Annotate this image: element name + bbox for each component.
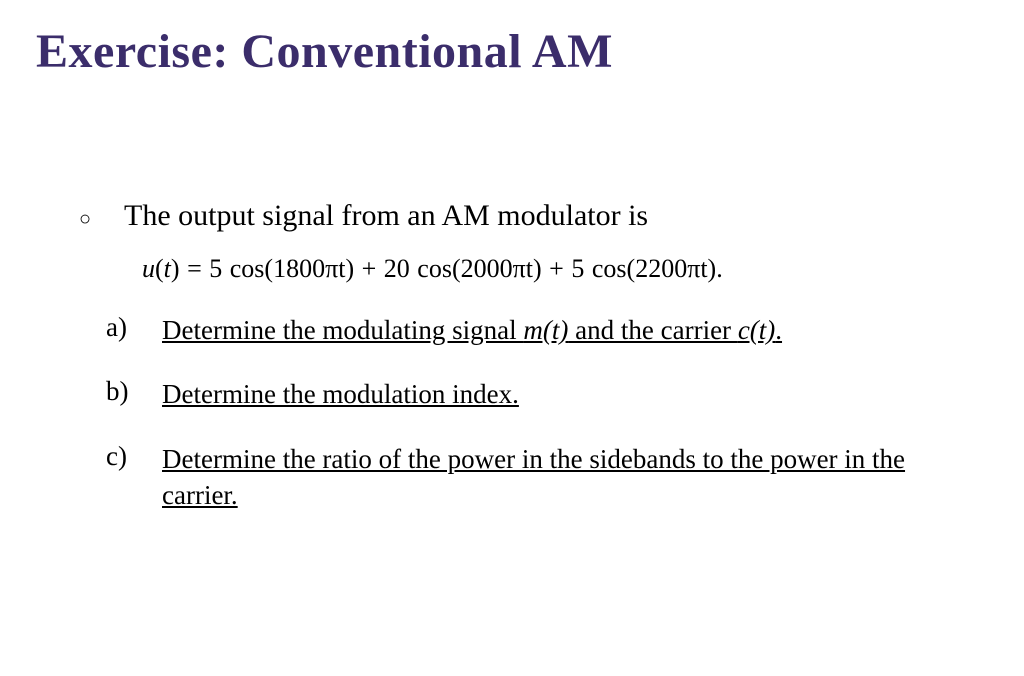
slide-body: ○ The output signal from an AM modulator… [36, 199, 988, 514]
pa-mid: and the carrier [568, 315, 737, 345]
eq-lhs-var: u [142, 254, 155, 283]
intro-row: ○ The output signal from an AM modulator… [46, 199, 944, 234]
eq-equals: = [187, 254, 202, 283]
pa-em2: c(t) [738, 315, 775, 345]
eq-coef-1: 20 [384, 254, 410, 283]
bullet-icon: ○ [46, 204, 124, 234]
part-a: a) Determine the modulating signal m(t) … [106, 312, 944, 348]
slide-title: Exercise: Conventional AM [36, 24, 988, 79]
equation: u(t) = 5 cos(1800πt) + 20 cos(2000πt) + … [142, 254, 944, 284]
eq-plus-1: + [549, 254, 564, 283]
eq-fn-2: cos [592, 254, 627, 283]
pc-pre: Determine the ratio of the power in the … [162, 444, 905, 510]
eq-arg: t [164, 254, 171, 283]
parts-list: a) Determine the modulating signal m(t) … [106, 312, 944, 514]
eq-arg-2: 2200πt [635, 254, 707, 283]
part-label-a: a) [106, 312, 162, 343]
part-text-a: Determine the modulating signal m(t) and… [162, 312, 782, 348]
slide: Exercise: Conventional AM ○ The output s… [0, 0, 1024, 676]
part-c: c) Determine the ratio of the power in t… [106, 441, 944, 514]
intro-text: The output signal from an AM modulator i… [124, 199, 648, 233]
part-text-c: Determine the ratio of the power in the … [162, 441, 944, 514]
eq-arg-0: 1800πt [273, 254, 345, 283]
part-label-c: c) [106, 441, 162, 472]
eq-coef-0: 5 [209, 254, 222, 283]
part-label-b: b) [106, 376, 162, 407]
eq-plus-0: + [362, 254, 377, 283]
eq-dot: . [716, 254, 723, 283]
part-b: b) Determine the modulation index. [106, 376, 944, 412]
eq-coef-2: 5 [571, 254, 584, 283]
pb-pre: Determine the modulation index. [162, 379, 519, 409]
pa-em1: m(t) [523, 315, 568, 345]
pa-post: . [775, 315, 782, 345]
pa-pre: Determine the modulating signal [162, 315, 523, 345]
eq-fn-0: cos [230, 254, 265, 283]
eq-fn-1: cos [417, 254, 452, 283]
part-text-b: Determine the modulation index. [162, 376, 519, 412]
eq-arg-1: 2000πt [461, 254, 533, 283]
